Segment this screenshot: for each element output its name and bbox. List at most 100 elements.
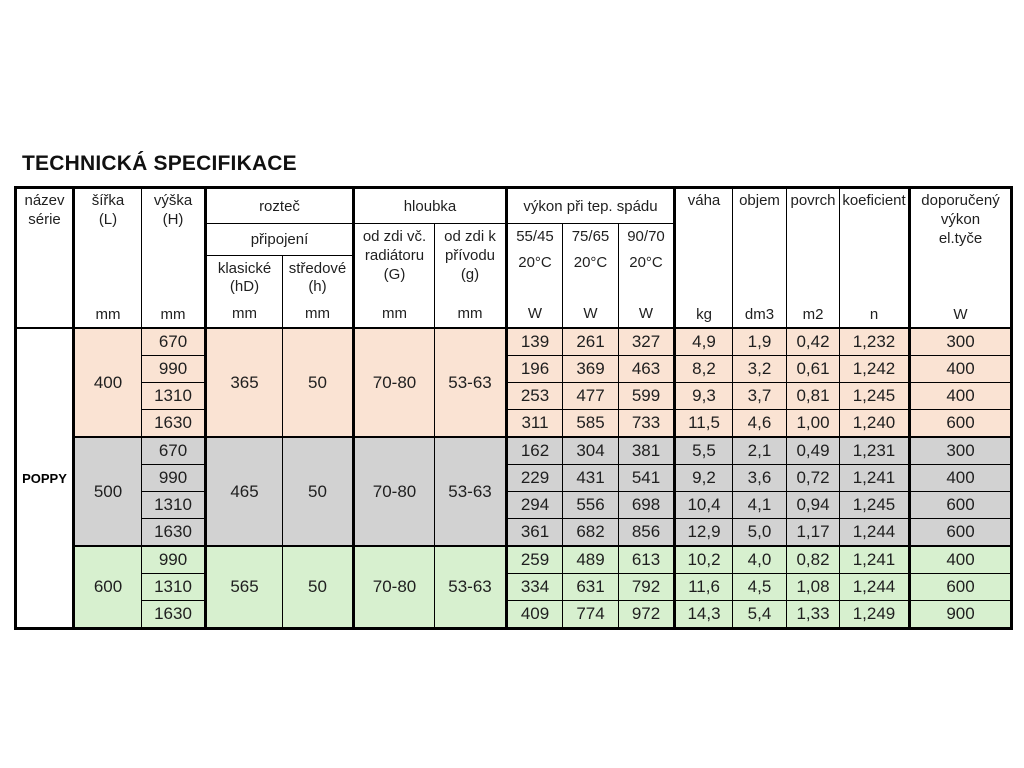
cell-doporuceny: 600 [909,518,1012,547]
cell-sirka: 400 [73,327,142,438]
cell-vaha: 14,3 [674,600,733,629]
cell-objem: 3,2 [732,355,787,383]
header-vyska: výška (H) mm [141,187,207,329]
cell-povrch: 0,82 [786,545,840,574]
cell-povrch: 1,00 [786,409,840,438]
cell-vaha: 9,3 [674,382,733,410]
cell-koeficient: 1,241 [839,545,911,574]
cell-koeficient: 1,249 [839,600,911,629]
cell-doporuceny: 400 [909,382,1012,410]
cell-p90: 733 [618,409,676,438]
cell-p75: 774 [562,600,619,629]
cell-p75: 304 [562,436,619,465]
cell-sirka: 500 [73,436,142,547]
header-nazev-serie: název série [15,187,75,329]
cell-stredove: 50 [282,436,355,547]
cell-doporuceny: 400 [909,464,1012,492]
cell-povrch: 0,81 [786,382,840,410]
cell-povrch: 0,49 [786,436,840,465]
cell-vaha: 10,4 [674,491,733,519]
cell-povrch: 0,72 [786,464,840,492]
cell-p75: 585 [562,409,619,438]
cell-doporuceny: 400 [909,355,1012,383]
cell-p55: 253 [506,382,563,410]
header-vykon: výkon při tep. spádu [506,187,676,224]
cell-p90: 792 [618,573,676,601]
cell-vaha: 10,2 [674,545,733,574]
cell-vaha: 5,5 [674,436,733,465]
cell-od-zdi-vc: 70-80 [353,327,435,438]
cell-p90: 698 [618,491,676,519]
cell-vaha: 4,9 [674,327,733,356]
cell-p75: 631 [562,573,619,601]
cell-objem: 5,0 [732,518,787,547]
cell-p90: 613 [618,545,676,574]
header-stredove: středové (h) mm [282,255,355,329]
header-pripojeni: připojení [205,222,355,257]
cell-koeficient: 1,245 [839,382,911,410]
cell-od-zdi-k: 53-63 [434,545,508,629]
cell-p75: 477 [562,382,619,410]
cell-doporuceny: 300 [909,436,1012,465]
cell-p75: 261 [562,327,619,356]
cell-p55: 334 [506,573,563,601]
header-grad-55-45: 55/45 20°C W [506,223,563,329]
header-hloubka: hloubka [353,187,508,224]
page-title: TECHNICKÁ SPECIFIKACE [22,152,297,175]
cell-povrch: 1,08 [786,573,840,601]
cell-doporuceny: 600 [909,409,1012,438]
cell-p55: 259 [506,545,563,574]
cell-p75: 489 [562,545,619,574]
cell-stredove: 50 [282,545,355,629]
cell-koeficient: 1,240 [839,409,911,438]
cell-p90: 856 [618,518,676,547]
cell-vaha: 11,5 [674,409,733,438]
header-povrch: povrch m2 [786,187,840,329]
cell-p55: 229 [506,464,563,492]
cell-koeficient: 1,241 [839,464,911,492]
cell-klasicke: 365 [205,327,283,438]
header-sirka: šířka (L) mm [73,187,142,329]
cell-vyska: 990 [141,464,207,492]
cell-p55: 311 [506,409,563,438]
cell-povrch: 1,17 [786,518,840,547]
cell-vyska: 670 [141,436,207,465]
spec-table: název série šířka (L) mm výška (H) mm rozt… [14,186,1013,630]
cell-objem: 5,4 [732,600,787,629]
cell-vyska: 1630 [141,518,207,547]
cell-p90: 972 [618,600,676,629]
cell-vyska: 1310 [141,491,207,519]
cell-koeficient: 1,231 [839,436,911,465]
cell-p90: 541 [618,464,676,492]
cell-p75: 682 [562,518,619,547]
cell-objem: 4,0 [732,545,787,574]
cell-koeficient: 1,232 [839,327,911,356]
cell-vaha: 12,9 [674,518,733,547]
cell-vyska: 1310 [141,382,207,410]
cell-povrch: 1,33 [786,600,840,629]
cell-koeficient: 1,242 [839,355,911,383]
cell-vaha: 8,2 [674,355,733,383]
cell-stredove: 50 [282,327,355,438]
cell-objem: 4,5 [732,573,787,601]
cell-povrch: 0,94 [786,491,840,519]
cell-p90: 599 [618,382,676,410]
cell-p55: 294 [506,491,563,519]
cell-vyska: 1310 [141,573,207,601]
cell-doporuceny: 900 [909,600,1012,629]
cell-doporuceny: 400 [909,545,1012,574]
cell-p55: 196 [506,355,563,383]
cell-p55: 162 [506,436,563,465]
cell-vyska: 1630 [141,409,207,438]
cell-p90: 463 [618,355,676,383]
cell-p90: 381 [618,436,676,465]
cell-koeficient: 1,244 [839,518,911,547]
header-roztec: rozteč [205,187,355,224]
cell-p55: 361 [506,518,563,547]
header-grad-75-65: 75/65 20°C W [562,223,619,329]
cell-objem: 4,1 [732,491,787,519]
cell-sirka: 600 [73,545,142,629]
cell-objem: 3,6 [732,464,787,492]
cell-p55: 139 [506,327,563,356]
header-vaha: váha kg [674,187,733,329]
